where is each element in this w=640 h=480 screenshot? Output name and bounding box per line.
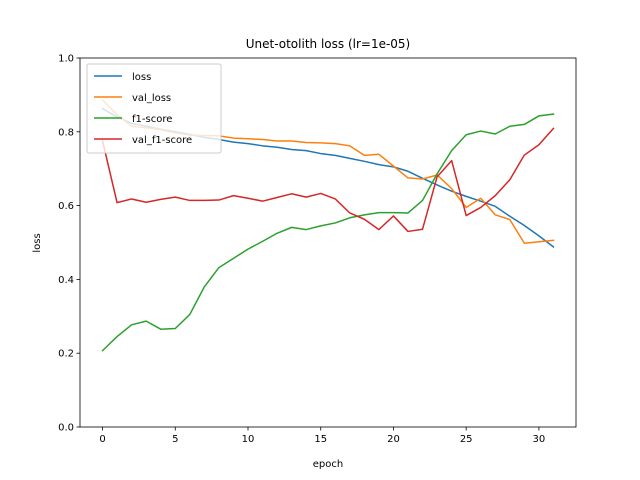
x-tick-label: 20 xyxy=(387,434,400,445)
x-tick-label: 5 xyxy=(172,434,178,445)
legend-label-loss: loss xyxy=(132,72,151,83)
x-tick-label: 15 xyxy=(314,434,327,445)
y-tick-label: 0.8 xyxy=(58,127,74,138)
legend-label-val_loss: val_loss xyxy=(132,93,171,104)
y-axis-label: loss xyxy=(32,233,43,252)
x-tick-label: 30 xyxy=(533,434,546,445)
y-tick-label: 1.0 xyxy=(58,54,74,65)
series-line-f1-score xyxy=(101,113,555,352)
x-tick-label: 0 xyxy=(99,434,105,445)
x-tick-label: 10 xyxy=(242,434,255,445)
axes-frame xyxy=(79,57,577,428)
y-tick-label: 0.2 xyxy=(58,349,74,360)
legend-label-f1-score: f1-score xyxy=(132,114,172,125)
legend-box xyxy=(86,63,222,154)
y-tick-label: 0.4 xyxy=(58,275,74,286)
chart-title: Unet-otolith loss (lr=1e-05) xyxy=(246,37,411,51)
series-line-val_f1-score xyxy=(101,127,555,233)
x-axis-label: epoch xyxy=(313,459,343,470)
y-tick-label: 0.0 xyxy=(58,423,74,434)
x-tick-label: 25 xyxy=(460,434,473,445)
legend-label-val_f1-score: val_f1-score xyxy=(132,135,192,146)
plot-area: 0 5 10 15 20 25 30 0.0 0.2 0.4 0.6 0.8 1.0 loss val_lo… xyxy=(58,54,577,445)
y-tick-label: 0.6 xyxy=(58,201,74,212)
